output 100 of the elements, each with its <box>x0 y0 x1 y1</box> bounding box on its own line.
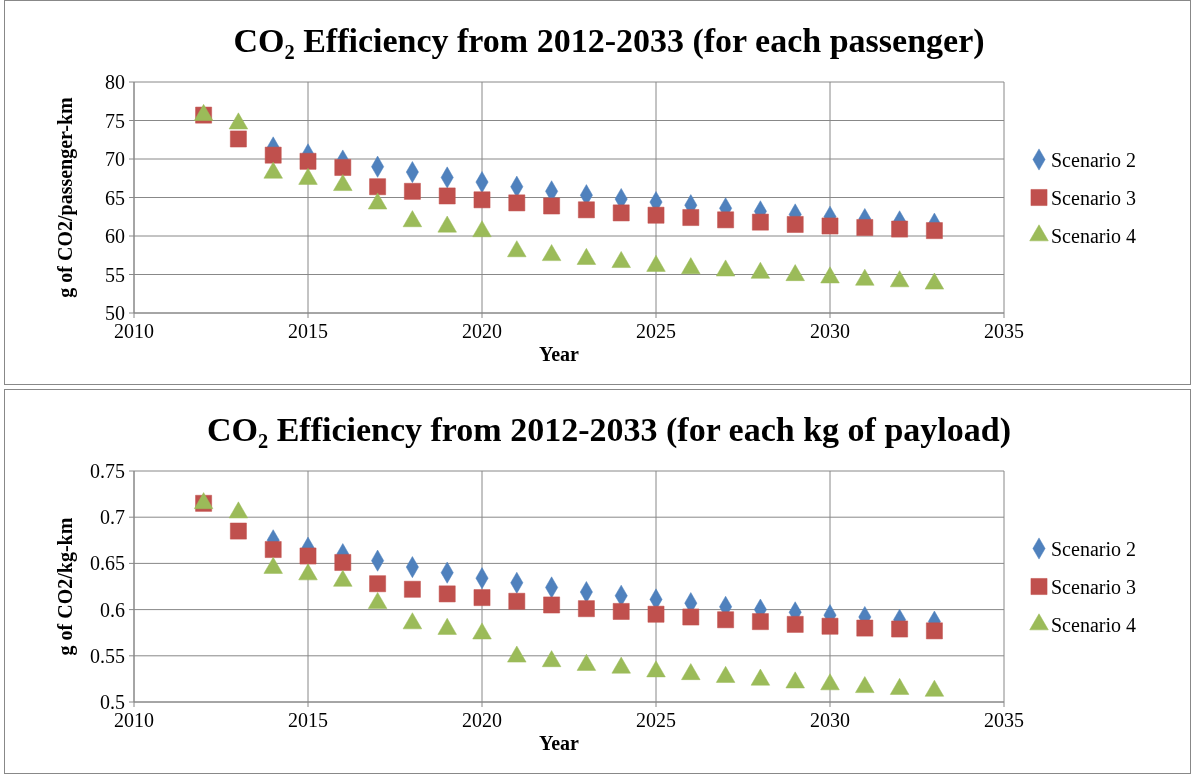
y-tick-label: 0.75 <box>90 460 125 482</box>
point <box>821 617 839 635</box>
point <box>611 656 631 674</box>
point <box>473 191 491 209</box>
point <box>820 266 840 284</box>
point <box>438 187 456 205</box>
point <box>578 201 595 219</box>
point <box>924 272 944 290</box>
point <box>717 611 734 629</box>
point <box>437 618 457 635</box>
point <box>646 660 666 678</box>
point <box>264 541 282 558</box>
point <box>543 596 560 614</box>
point <box>890 678 910 695</box>
point <box>507 645 527 663</box>
x-tick-label: 2020 <box>462 320 502 342</box>
x-tick-label: 2020 <box>462 709 502 731</box>
point <box>542 244 562 261</box>
point <box>404 580 421 598</box>
y-tick-label: 0.55 <box>90 644 125 667</box>
point <box>576 654 596 671</box>
x-tick-label: 2015 <box>288 709 328 731</box>
point <box>542 650 562 667</box>
point <box>369 178 386 196</box>
point <box>437 215 457 233</box>
point <box>646 255 666 272</box>
point <box>890 270 910 288</box>
y-tick-label: 75 <box>105 109 125 132</box>
y-tick-label: 0.65 <box>90 552 125 575</box>
point <box>716 259 736 277</box>
point <box>752 613 769 630</box>
x-axis-title: Year <box>539 732 580 754</box>
legend-label: Scenario 3 <box>1051 575 1136 598</box>
point <box>611 251 631 268</box>
point <box>855 676 875 693</box>
point <box>299 153 317 170</box>
point <box>924 679 944 697</box>
point <box>752 213 769 231</box>
point <box>750 261 770 279</box>
point <box>681 663 701 680</box>
point <box>856 219 874 236</box>
legend-label: Scenario 4 <box>1051 613 1136 636</box>
point <box>856 619 874 637</box>
y-tick-label: 0.7 <box>100 506 125 529</box>
point <box>647 605 665 623</box>
point <box>647 206 665 224</box>
y-tick-label: 0.6 <box>100 598 125 621</box>
point <box>472 622 492 640</box>
legend-label: Scenario 2 <box>1051 148 1136 171</box>
y-axis-title: g of CO2/kg-km <box>54 517 77 656</box>
point <box>473 589 491 606</box>
point <box>299 547 317 565</box>
x-tick-label: 2030 <box>810 320 850 342</box>
point <box>543 197 560 215</box>
point <box>612 204 630 222</box>
point <box>682 608 700 626</box>
legend-label: Scenario 3 <box>1051 186 1136 209</box>
point <box>891 220 908 238</box>
point <box>438 585 456 603</box>
point <box>716 666 736 683</box>
point <box>576 248 596 265</box>
point <box>785 264 805 281</box>
point <box>855 268 875 286</box>
point <box>612 603 630 620</box>
x-tick-label: 2030 <box>810 709 850 731</box>
chart-title: CO₂ Efficiency from 2012-2033 (for each passenger) <box>233 22 985 60</box>
point <box>404 183 421 200</box>
point <box>926 622 943 640</box>
x-tick-label: 2025 <box>636 320 676 342</box>
x-tick-label: 2035 <box>984 709 1024 731</box>
chart-title: CO₂ Efficiency from 2012-2033 (for each kg of payload) <box>206 411 1012 449</box>
point <box>785 671 805 689</box>
y-tick-label: 80 <box>105 71 125 93</box>
point <box>891 620 908 638</box>
y-tick-label: 55 <box>105 263 125 286</box>
point <box>926 222 943 239</box>
point <box>508 194 526 212</box>
point <box>264 146 282 164</box>
x-axis-title: Year <box>539 343 580 365</box>
point <box>334 554 352 571</box>
legend-label: Scenario 4 <box>1051 224 1136 247</box>
point <box>682 209 700 226</box>
y-tick-label: 65 <box>105 186 125 209</box>
x-tick-label: 2015 <box>288 320 328 342</box>
point <box>402 210 422 227</box>
point <box>402 612 422 630</box>
point <box>578 600 595 617</box>
point <box>786 616 804 633</box>
x-tick-label: 2035 <box>984 320 1024 342</box>
point <box>821 217 839 235</box>
point <box>717 211 734 229</box>
point <box>230 522 247 540</box>
point <box>786 216 804 233</box>
y-tick-label: 60 <box>105 225 125 247</box>
point <box>820 673 840 691</box>
point <box>230 130 247 148</box>
point <box>369 575 386 593</box>
point <box>750 668 770 686</box>
y-axis-title: g of CO2/passenger-km <box>54 96 77 298</box>
point <box>507 240 527 258</box>
